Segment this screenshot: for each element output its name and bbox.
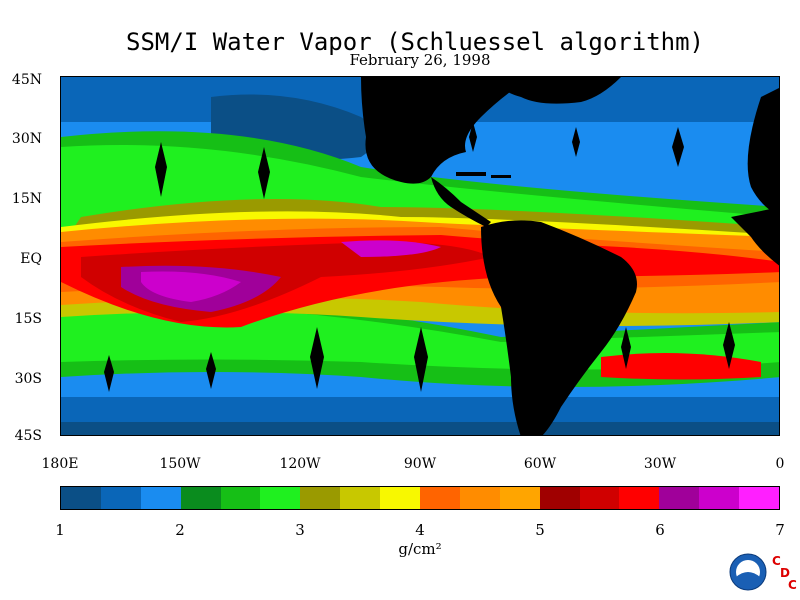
lon-label-180e: 180E [41, 456, 79, 472]
colorbar-swatch [61, 487, 101, 509]
lat-label-15n: 15N [11, 191, 42, 207]
lat-label-45n: 45N [11, 72, 42, 88]
colorbar-swatch [699, 487, 740, 509]
lon-label-30w: 30W [643, 456, 677, 472]
cdc-logo: C D C [768, 552, 800, 596]
colorbar-tick-label: 6 [655, 521, 665, 539]
colorbar-swatch [380, 487, 421, 509]
lon-label-60w: 60W [523, 456, 557, 472]
colorbar-swatch [579, 487, 620, 509]
lon-label-90w: 90W [403, 456, 437, 472]
lat-label-30n: 30N [11, 131, 42, 147]
colorbar-swatch [539, 487, 580, 509]
colorbar-tick-label: 4 [415, 521, 425, 539]
color-scale-bar [60, 486, 780, 510]
map-subtitle: February 26, 1998 [349, 51, 491, 69]
map-canvas [61, 77, 779, 435]
colorbar-swatch [260, 487, 301, 509]
colorbar-tick-label: 3 [295, 521, 305, 539]
colorbar-unit-label: g/cm² [398, 540, 442, 558]
colorbar-tick-label: 2 [175, 521, 185, 539]
cdc-letter: D [780, 566, 790, 580]
map-title: SSM/I Water Vapor (Schluessel algorithm) [126, 28, 704, 56]
colorbar-tick-label: 5 [535, 521, 545, 539]
colorbar-swatch [459, 487, 500, 509]
colorbar-swatch [739, 487, 780, 509]
colorbar-swatch [619, 487, 660, 509]
colorbar-swatch [180, 487, 221, 509]
cdc-letter: C [788, 578, 797, 592]
colorbar-swatch [499, 487, 540, 509]
lon-label-120w: 120W [279, 456, 321, 472]
colorbar-swatch [300, 487, 341, 509]
colorbar-swatch [340, 487, 381, 509]
cdc-letter: C [772, 554, 781, 568]
lat-label-eq: EQ [20, 251, 42, 267]
lat-label-15s: 15S [14, 311, 42, 327]
lat-label-45s: 45S [14, 428, 42, 444]
colorbar-swatch [140, 487, 181, 509]
colorbar-swatch [420, 487, 460, 509]
colorbar-swatch [220, 487, 261, 509]
lat-label-30s: 30S [14, 371, 42, 387]
lon-label-0: 0 [775, 456, 785, 472]
lon-label-150w: 150W [159, 456, 201, 472]
colorbar-tick-label: 1 [55, 521, 65, 539]
noaa-logo-icon [729, 553, 767, 591]
colorbar-swatch [659, 487, 700, 509]
colorbar-swatch [100, 487, 141, 509]
water-vapor-map [60, 76, 780, 436]
colorbar-tick-label: 7 [775, 521, 785, 539]
